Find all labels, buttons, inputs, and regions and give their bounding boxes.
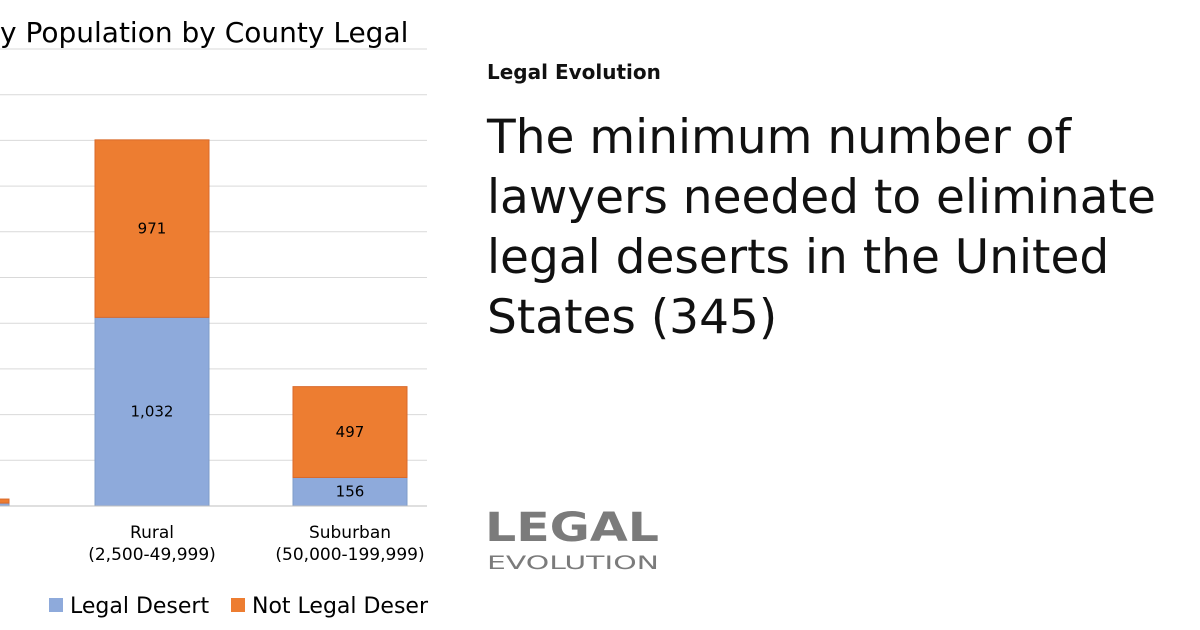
legend: Legal Desert Not Legal Deser	[49, 594, 429, 619]
data-label: 497	[336, 423, 365, 441]
bars: 1,032 971 156 497	[0, 139, 408, 507]
post-headline[interactable]: The minimum number of lawyers needed to …	[487, 110, 1156, 345]
site-name[interactable]: Legal Evolution	[487, 60, 661, 84]
chart-panel: y Population by County Legal 1,032 971 156…	[0, 0, 440, 630]
bar-segment	[94, 139, 210, 318]
legend-label: Legal Desert	[70, 594, 209, 619]
chart-title: y Population by County Legal	[0, 16, 408, 49]
x-tick-label: (2,500-49,999)	[88, 545, 216, 565]
gridlines	[0, 48, 427, 461]
stacked-bar-chart: y Population by County Legal 1,032 971 156…	[0, 16, 429, 619]
bar-segment	[292, 386, 408, 478]
logo-word-bottom: EVOLUTION	[487, 552, 659, 574]
data-label: 971	[138, 220, 167, 238]
bar-segment	[292, 476, 408, 507]
data-label: 156	[336, 483, 365, 501]
x-tick-label: Suburban	[309, 523, 391, 543]
bar-segment	[0, 498, 10, 504]
x-axis: Rural(2,500-49,999) Suburban(50,000-199,9…	[0, 505, 427, 565]
legend-swatch	[231, 598, 245, 612]
x-tick-label: (50,000-199,999)	[275, 545, 424, 565]
logo-word-top: LEGAL	[485, 505, 659, 551]
legend-swatch	[49, 598, 63, 612]
bar-segment	[0, 502, 10, 507]
legal-evolution-logo[interactable]: LEGAL EVOLUTION	[485, 505, 665, 575]
data-label: 1,032	[131, 403, 174, 421]
bar-segment	[94, 316, 210, 507]
x-tick-label: Rural	[130, 523, 174, 543]
legend-label: Not Legal Deser	[252, 594, 429, 619]
